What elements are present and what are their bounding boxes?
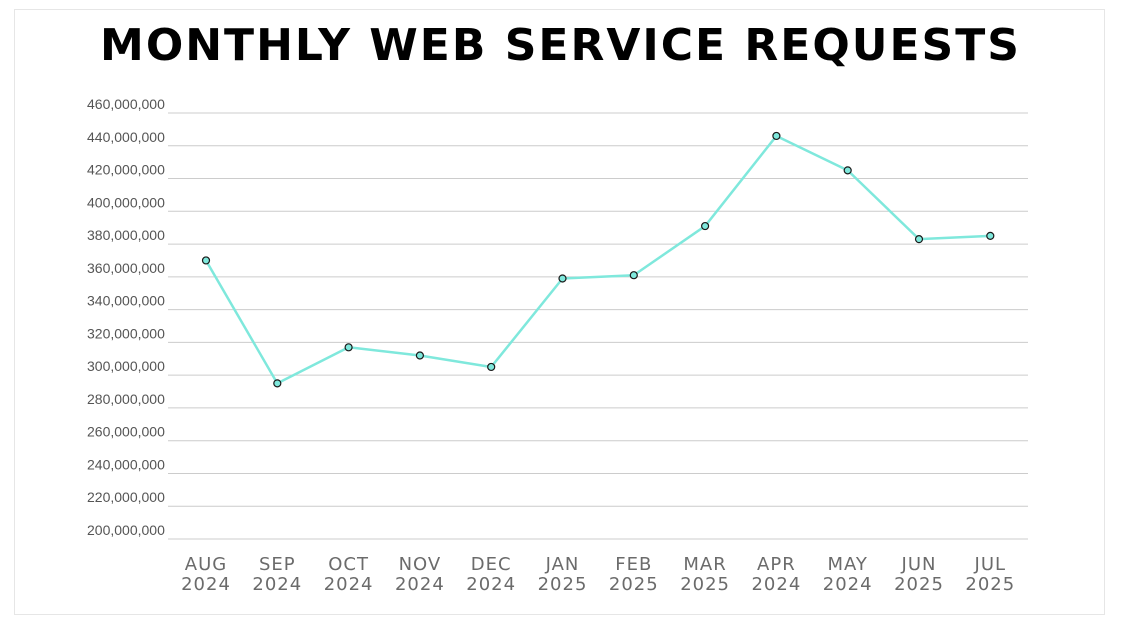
data-point[interactable] — [986, 231, 995, 240]
y-tick-label: 260,000,000 — [87, 424, 165, 440]
x-tick-label: JUN 2025 — [894, 554, 944, 595]
y-tick-label: 440,000,000 — [87, 129, 165, 145]
data-point[interactable] — [700, 221, 710, 231]
data-point[interactable] — [772, 131, 781, 141]
y-tick-label: 460,000,000 — [87, 96, 165, 112]
y-tick-label: 220,000,000 — [87, 489, 165, 505]
x-tick-label: JAN 2025 — [538, 554, 588, 595]
series-requests — [204, 134, 991, 385]
y-tick-label: 300,000,000 — [87, 358, 165, 374]
y-tick-label: 400,000,000 — [87, 194, 165, 210]
data-point[interactable] — [914, 235, 924, 244]
data-point[interactable] — [487, 362, 496, 372]
x-tick-label: OCT 2024 — [324, 554, 374, 595]
gridlines — [168, 112, 1028, 540]
data-point[interactable] — [344, 343, 353, 352]
x-tick-label: AUG 2024 — [181, 554, 231, 595]
data-point[interactable] — [201, 256, 211, 265]
data-point[interactable] — [273, 379, 282, 388]
x-tick-label: MAY 2024 — [823, 554, 873, 595]
chart-frame — [14, 9, 1105, 615]
y-tick-label: 280,000,000 — [87, 391, 165, 407]
chart-title: MONTHLY WEB SERVICE REQUESTS — [100, 20, 1021, 71]
data-point[interactable] — [843, 166, 852, 175]
x-tick-label: APR 2024 — [751, 554, 801, 595]
y-tick-label: 360,000,000 — [87, 260, 165, 276]
x-tick-label: JUL 2025 — [965, 554, 1015, 595]
x-tick-label: FEB 2025 — [609, 554, 659, 595]
x-tick-label: SEP 2024 — [252, 554, 302, 595]
y-axis-ticks: 460,000,000 440,000,000 420,000,000 400,000… — [87, 96, 165, 538]
y-tick-label: 420,000,000 — [87, 162, 165, 178]
data-point[interactable] — [629, 271, 638, 280]
data-point[interactable] — [558, 274, 567, 283]
y-tick-label: 200,000,000 — [87, 522, 165, 538]
y-tick-label: 320,000,000 — [87, 325, 165, 341]
x-axis-ticks: AUG 2024 SEP 2024 OCT 2024 NOV 2024 DEC 2024 JAN 20… — [181, 554, 1015, 595]
data-markers — [201, 131, 995, 388]
data-point[interactable] — [415, 351, 424, 360]
series-line — [204, 134, 991, 385]
y-tick-label: 340,000,000 — [87, 293, 165, 309]
y-tick-label: 240,000,000 — [87, 456, 165, 472]
x-tick-label: MAR 2025 — [680, 554, 730, 595]
y-tick-label: 380,000,000 — [87, 227, 165, 243]
x-tick-label: NOV 2024 — [395, 554, 445, 595]
x-tick-label: DEC 2024 — [466, 554, 516, 595]
